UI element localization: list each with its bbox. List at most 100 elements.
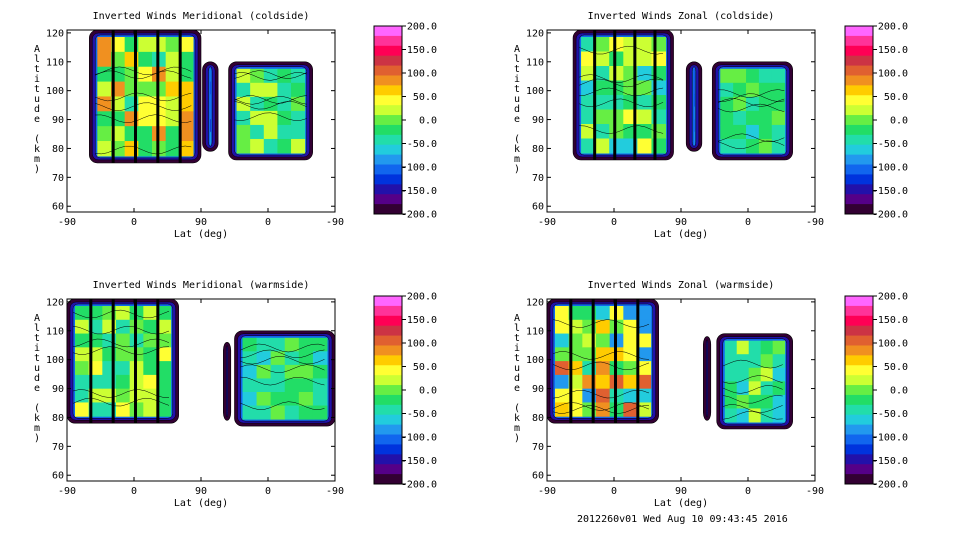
contour-cell bbox=[257, 365, 272, 379]
colorbar-label: -50.0 bbox=[407, 409, 437, 420]
colorbar: 200.0150.0100.050.00.0-50.0-100.0-150.0-… bbox=[374, 292, 437, 491]
contour-streak bbox=[614, 299, 617, 423]
y-tick-label: 100 bbox=[46, 86, 64, 97]
contour-streak bbox=[179, 30, 182, 163]
colorbar-swatch bbox=[845, 444, 873, 454]
contour-cell bbox=[116, 334, 130, 348]
contour-region bbox=[573, 30, 674, 160]
colorbar-swatch bbox=[374, 355, 402, 365]
chart-title: Inverted Winds Meridional (coldside) bbox=[93, 11, 310, 22]
colorbar-swatch bbox=[845, 56, 873, 66]
colorbar-label: 100.0 bbox=[407, 69, 437, 80]
contour-cell bbox=[609, 95, 624, 110]
colorbar-swatch bbox=[845, 306, 873, 316]
contour-cell bbox=[291, 125, 305, 140]
contour-cell bbox=[720, 139, 733, 154]
contour-cell bbox=[264, 125, 278, 140]
contour-cell bbox=[595, 66, 610, 81]
chart-panel-1: Inverted Winds Meridional (coldside)6070… bbox=[34, 11, 437, 240]
contour-region bbox=[686, 62, 702, 152]
contour-cell bbox=[595, 139, 610, 154]
y-tick-label: 80 bbox=[52, 413, 64, 424]
colorbar-swatch bbox=[845, 145, 873, 155]
colorbar-swatch bbox=[374, 444, 402, 454]
contour-cell bbox=[313, 365, 328, 379]
contour-cell bbox=[243, 392, 258, 406]
contour-streak bbox=[112, 30, 115, 163]
contour-cell bbox=[138, 126, 152, 141]
colorbar-label: -150.0 bbox=[872, 186, 908, 197]
contour-cell bbox=[116, 361, 130, 375]
contour-cell bbox=[773, 408, 785, 422]
y-tick-label: 70 bbox=[532, 442, 544, 453]
contour-streak bbox=[156, 30, 159, 163]
contour-cell bbox=[746, 83, 759, 98]
colorbar-swatch bbox=[374, 395, 402, 405]
y-axis-label-char: e bbox=[514, 114, 520, 125]
contour-cell bbox=[313, 392, 328, 406]
y-tick-label: 60 bbox=[52, 202, 64, 213]
x-tick-label: 90 bbox=[195, 217, 207, 228]
contour-cell bbox=[596, 402, 610, 416]
contour-cell bbox=[609, 110, 624, 125]
contour-cell bbox=[725, 395, 737, 409]
contour-cell bbox=[116, 306, 130, 320]
contour-cell bbox=[623, 375, 637, 389]
colorbar-swatch bbox=[845, 435, 873, 445]
contour-cell bbox=[733, 97, 746, 112]
contour-cell bbox=[271, 392, 286, 406]
contour-cell bbox=[737, 341, 749, 355]
colorbar-label: -200.0 bbox=[872, 210, 908, 221]
contour-cell bbox=[623, 389, 637, 403]
y-tick-label: 90 bbox=[532, 115, 544, 126]
colorbar-swatch bbox=[845, 26, 873, 36]
contour-cell bbox=[166, 111, 180, 126]
colorbar-label: -150.0 bbox=[872, 456, 908, 467]
y-tick-label: 70 bbox=[532, 173, 544, 184]
contour-cell bbox=[596, 334, 610, 348]
y-axis-label-char: e bbox=[34, 383, 40, 394]
colorbar-swatch bbox=[845, 85, 873, 95]
y-tick-label: 120 bbox=[526, 297, 544, 308]
colorbar-swatch bbox=[845, 454, 873, 464]
colorbar-swatch bbox=[374, 326, 402, 336]
colorbar-swatch bbox=[845, 125, 873, 135]
contour-cell bbox=[733, 139, 746, 154]
contour-cell bbox=[97, 141, 111, 156]
colorbar-swatch bbox=[845, 375, 873, 385]
colorbar-swatch bbox=[374, 336, 402, 346]
contour-cell bbox=[637, 66, 652, 81]
contour-cell bbox=[759, 125, 772, 140]
colorbar-swatch bbox=[845, 296, 873, 306]
x-tick-label: -90 bbox=[326, 217, 344, 228]
chart-panel-3: Inverted Winds Meridional (warmside)6070… bbox=[34, 280, 437, 509]
contour-cell bbox=[596, 306, 610, 320]
contour-cell bbox=[237, 83, 251, 98]
contour-cell bbox=[277, 125, 291, 140]
colorbar-swatch bbox=[374, 296, 402, 306]
y-tick-label: 110 bbox=[526, 326, 544, 337]
contour-cell bbox=[264, 97, 278, 112]
x-axis-label: Lat (deg) bbox=[654, 229, 708, 240]
colorbar-swatch bbox=[374, 435, 402, 445]
y-tick-label: 90 bbox=[52, 384, 64, 395]
contour-cell bbox=[97, 52, 111, 67]
contour-cell bbox=[746, 139, 759, 154]
contour-cell bbox=[313, 406, 328, 420]
colorbar-label: 200.0 bbox=[878, 292, 908, 303]
x-tick-label: 0 bbox=[131, 486, 137, 497]
contour-cell bbox=[166, 52, 180, 67]
y-tick-label: 60 bbox=[52, 471, 64, 482]
colorbar-swatch bbox=[845, 75, 873, 85]
colorbar-swatch bbox=[374, 145, 402, 155]
contour-region bbox=[717, 334, 793, 429]
x-tick-label: -90 bbox=[58, 217, 76, 228]
contour-cell bbox=[733, 69, 746, 84]
colorbar-swatch bbox=[845, 95, 873, 105]
contour-cell bbox=[166, 82, 180, 97]
colorbar-swatch bbox=[374, 26, 402, 36]
contour-cell bbox=[609, 52, 624, 67]
colorbar-label: 0.0 bbox=[419, 116, 437, 127]
contour-region bbox=[235, 331, 336, 426]
colorbar-swatch bbox=[374, 125, 402, 135]
